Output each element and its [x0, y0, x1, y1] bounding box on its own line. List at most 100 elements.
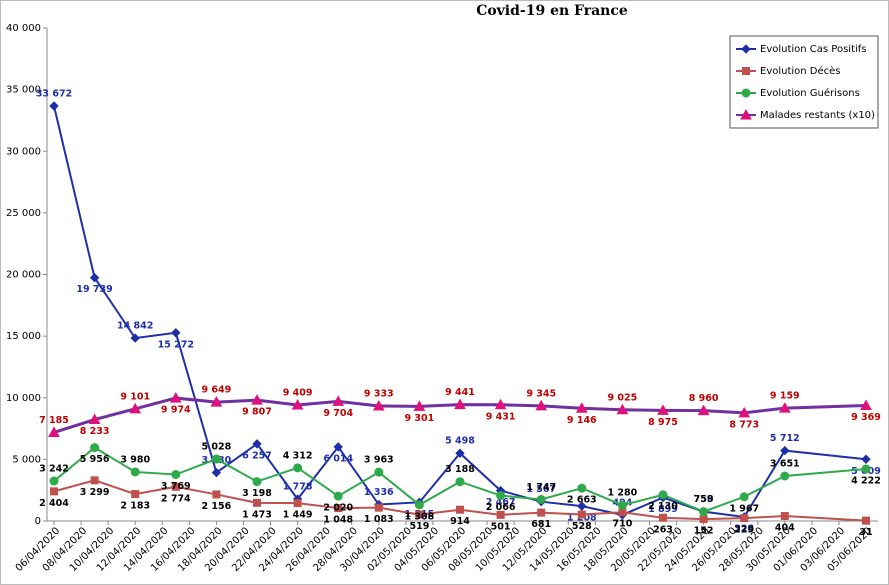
marker: [252, 477, 262, 487]
marker: [131, 490, 140, 499]
data-label: 9 159: [770, 391, 800, 402]
marker: [50, 487, 58, 496]
marker: [496, 491, 506, 501]
marker: [332, 395, 345, 406]
data-label: 229: [734, 525, 754, 536]
data-label: 681: [531, 519, 551, 530]
legend-marker: [742, 67, 750, 75]
data-label: 1 048: [323, 515, 353, 526]
marker: [617, 500, 627, 510]
marker: [171, 328, 181, 338]
data-label: 2 663: [567, 495, 597, 506]
data-label: 3 963: [364, 455, 394, 466]
data-label: 1 280: [608, 488, 638, 499]
data-label: 2 774: [161, 493, 191, 504]
marker: [374, 503, 383, 512]
data-label: 8 233: [80, 426, 110, 437]
marker: [697, 404, 710, 416]
data-label: 3 980: [120, 454, 150, 465]
data-label: 2 130: [648, 501, 678, 512]
data-label: 15 272: [158, 339, 194, 350]
marker: [657, 404, 669, 415]
data-label: 9 431: [486, 411, 516, 422]
data-label: 9 146: [567, 415, 597, 426]
marker: [88, 413, 101, 425]
marker: [780, 471, 790, 481]
data-label: 519: [409, 521, 429, 532]
data-label: 3 242: [39, 464, 69, 475]
marker: [129, 402, 142, 414]
marker: [291, 399, 304, 410]
data-label: 1 899: [648, 504, 678, 515]
marker: [456, 505, 464, 514]
marker: [861, 464, 871, 474]
data-label: 501: [491, 521, 511, 532]
marker: [171, 470, 181, 480]
data-label: 3 299: [80, 487, 110, 498]
marker: [372, 399, 385, 411]
data-label: 4 312: [283, 450, 313, 461]
marker: [210, 396, 223, 407]
marker: [575, 402, 588, 413]
data-label: 1 778: [283, 482, 313, 493]
data-label: 1 567: [526, 484, 556, 495]
data-label: 404: [775, 523, 795, 534]
data-label: 3 198: [242, 488, 272, 499]
data-label: 9 807: [242, 407, 272, 418]
y-tick-label: 15 000: [6, 331, 41, 342]
marker: [49, 476, 59, 486]
marker: [413, 400, 426, 411]
marker: [130, 467, 140, 477]
marker: [738, 406, 751, 418]
data-label: 2 404: [39, 498, 69, 509]
marker: [496, 510, 505, 519]
legend-label: Evolution Guérisons: [760, 87, 860, 99]
data-label: 2 183: [120, 501, 150, 512]
marker: [333, 491, 343, 501]
data-label: 528: [572, 521, 592, 532]
series-line: [53, 396, 867, 434]
data-label: 2 467: [486, 497, 516, 508]
y-tick-label: 20 000: [6, 270, 41, 281]
marker: [211, 467, 222, 478]
data-label: 6 014: [323, 453, 353, 464]
data-label: 2 020: [323, 503, 353, 514]
legend-marker: [741, 88, 751, 98]
data-label: 33 672: [36, 88, 72, 99]
series-line: [53, 446, 867, 513]
data-label: 1 747: [526, 482, 556, 493]
data-label: 5 028: [202, 442, 232, 453]
marker: [455, 477, 465, 487]
marker: [48, 426, 60, 437]
marker: [740, 514, 749, 523]
legend: [729, 35, 879, 129]
marker: [415, 510, 424, 519]
data-label: 9 409: [283, 388, 313, 399]
marker: [414, 500, 424, 510]
data-label: 1 967: [729, 503, 759, 514]
marker: [535, 399, 548, 411]
data-label: 9 101: [120, 391, 150, 402]
data-label: 9 301: [405, 413, 435, 424]
marker: [778, 402, 791, 413]
data-label: 9 025: [608, 392, 638, 403]
marker: [537, 508, 546, 517]
data-label: 710: [612, 519, 632, 530]
marker: [618, 508, 627, 517]
data-label: 31: [859, 527, 872, 538]
legend-label: Evolution Cas Positifs: [760, 44, 867, 55]
data-label: 914: [450, 516, 470, 527]
data-label: 1 449: [283, 510, 313, 521]
marker: [861, 454, 871, 464]
y-tick-label: 30 000: [6, 146, 41, 157]
marker: [334, 504, 343, 513]
data-label: 9 345: [526, 388, 556, 399]
data-label: 9 649: [202, 385, 232, 396]
data-label: 9 333: [364, 388, 394, 399]
marker: [293, 463, 303, 473]
marker: [454, 398, 466, 410]
marker: [577, 501, 587, 511]
marker: [90, 476, 99, 485]
chart-title: Covid-19 en France: [476, 3, 628, 19]
